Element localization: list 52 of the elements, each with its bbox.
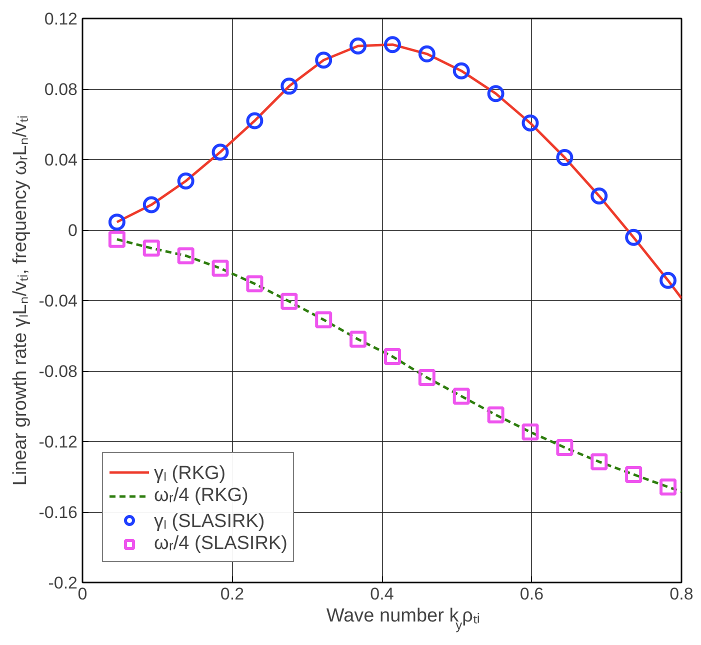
- x-tick-label: 0.2: [220, 584, 244, 604]
- point: [522, 114, 539, 132]
- legend-label: γₗ (SLASIRK): [154, 510, 265, 533]
- point: [212, 144, 229, 161]
- x-tick-label: 0.8: [670, 584, 694, 604]
- point: [280, 292, 298, 310]
- point: [315, 311, 332, 328]
- y-tick-label: 0.12: [44, 10, 78, 28]
- point: [384, 36, 401, 54]
- point: [487, 406, 504, 424]
- x-tick-label: 0.6: [520, 584, 544, 604]
- point: [384, 348, 401, 366]
- y-tick-label: -0.16: [38, 503, 78, 522]
- point: [142, 196, 160, 214]
- point: [177, 247, 194, 264]
- y-tick-label: 0.08: [44, 80, 78, 99]
- point: [487, 85, 504, 102]
- y-tick-label: 0: [68, 221, 78, 240]
- point: [315, 52, 332, 69]
- legend-label: ωᵣ/4 (RKG): [154, 485, 248, 507]
- point: [418, 45, 436, 62]
- y-axis-title: Linear growth rate γₗLₙ/vₜᵢ, frequency ωᵣLₙ/vₜᵢ: [10, 115, 31, 486]
- point: [452, 388, 470, 405]
- point: [108, 230, 126, 248]
- point: [660, 478, 677, 496]
- point: [590, 453, 608, 470]
- y-tick-label: -0.2: [48, 574, 78, 592]
- y-tick-label: 0.04: [44, 150, 78, 170]
- y-tick-label: -0.12: [38, 432, 78, 452]
- point: [212, 260, 229, 277]
- y-tick-label: -0.08: [38, 362, 78, 381]
- point: [556, 149, 574, 166]
- point: [660, 272, 677, 289]
- point: [177, 172, 194, 190]
- point: [625, 228, 642, 246]
- point: [246, 275, 264, 292]
- point: [142, 240, 160, 257]
- point: [350, 38, 367, 54]
- point: [452, 62, 470, 80]
- x-tick-label: 0.4: [370, 584, 394, 604]
- point: [625, 466, 642, 483]
- point: [590, 188, 608, 204]
- point: [350, 330, 367, 348]
- point: [522, 423, 539, 440]
- legend-label: ωᵣ/4 (SLASIRK): [154, 533, 288, 555]
- legend-label: γₗ (RKG): [154, 462, 226, 485]
- point: [246, 112, 264, 130]
- point: [556, 438, 574, 456]
- point: [280, 78, 298, 95]
- point: [108, 214, 126, 231]
- y-tick-label: -0.04: [38, 292, 78, 310]
- point: [418, 369, 436, 386]
